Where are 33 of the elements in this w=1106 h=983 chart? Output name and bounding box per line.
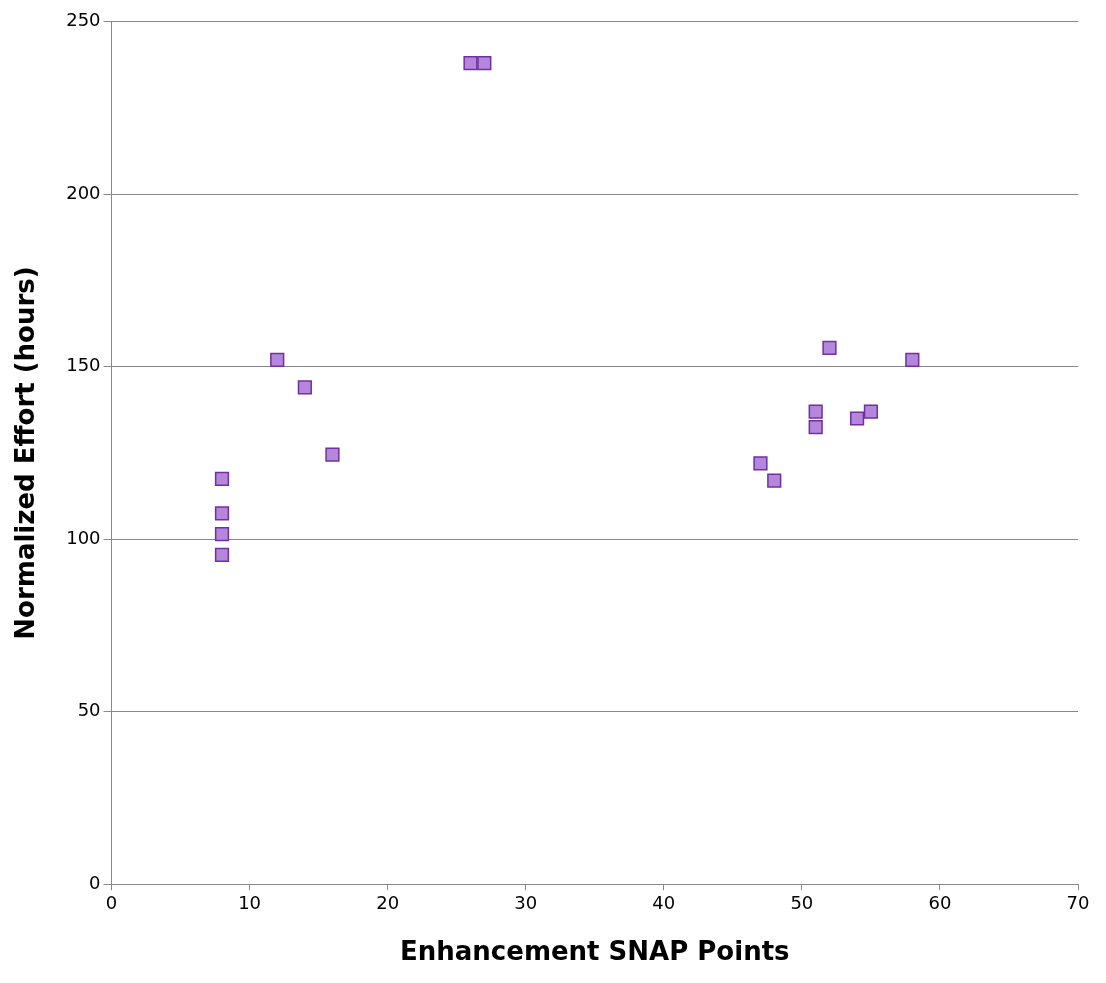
x-tick-label: 50	[790, 891, 814, 913]
y-tick-label: 100	[66, 526, 101, 548]
point	[463, 56, 478, 71]
point	[863, 404, 879, 419]
x-tick-label: 30	[514, 891, 538, 913]
x-tick-label: 40	[652, 891, 676, 913]
point	[905, 352, 920, 367]
x-tick-label: 0	[105, 891, 118, 913]
point	[753, 456, 768, 471]
point	[822, 340, 837, 355]
y-tick-label: 50	[77, 699, 101, 721]
x-tick-label: 10	[238, 891, 262, 913]
point	[270, 352, 285, 367]
y-tick-label: 200	[66, 181, 101, 203]
point	[477, 56, 492, 71]
point	[808, 404, 823, 419]
point	[297, 380, 312, 395]
point	[214, 471, 230, 486]
point	[325, 447, 340, 462]
x-axis-title: Enhancement SNAP Points	[400, 936, 790, 967]
y-axis-title: Normalized Effort (hours)	[10, 266, 41, 640]
x-tick-label: 60	[928, 891, 952, 913]
y-tick-label: 150	[66, 354, 101, 376]
point	[849, 411, 865, 426]
y-tick-label: 250	[66, 9, 101, 31]
y-tick-label: 0	[89, 871, 101, 893]
point	[214, 526, 230, 542]
x-tick-label: 70	[1066, 891, 1090, 913]
x-tick-label: 20	[376, 891, 400, 913]
point	[808, 420, 823, 435]
point	[214, 506, 230, 521]
point	[767, 473, 782, 488]
point	[214, 547, 230, 562]
